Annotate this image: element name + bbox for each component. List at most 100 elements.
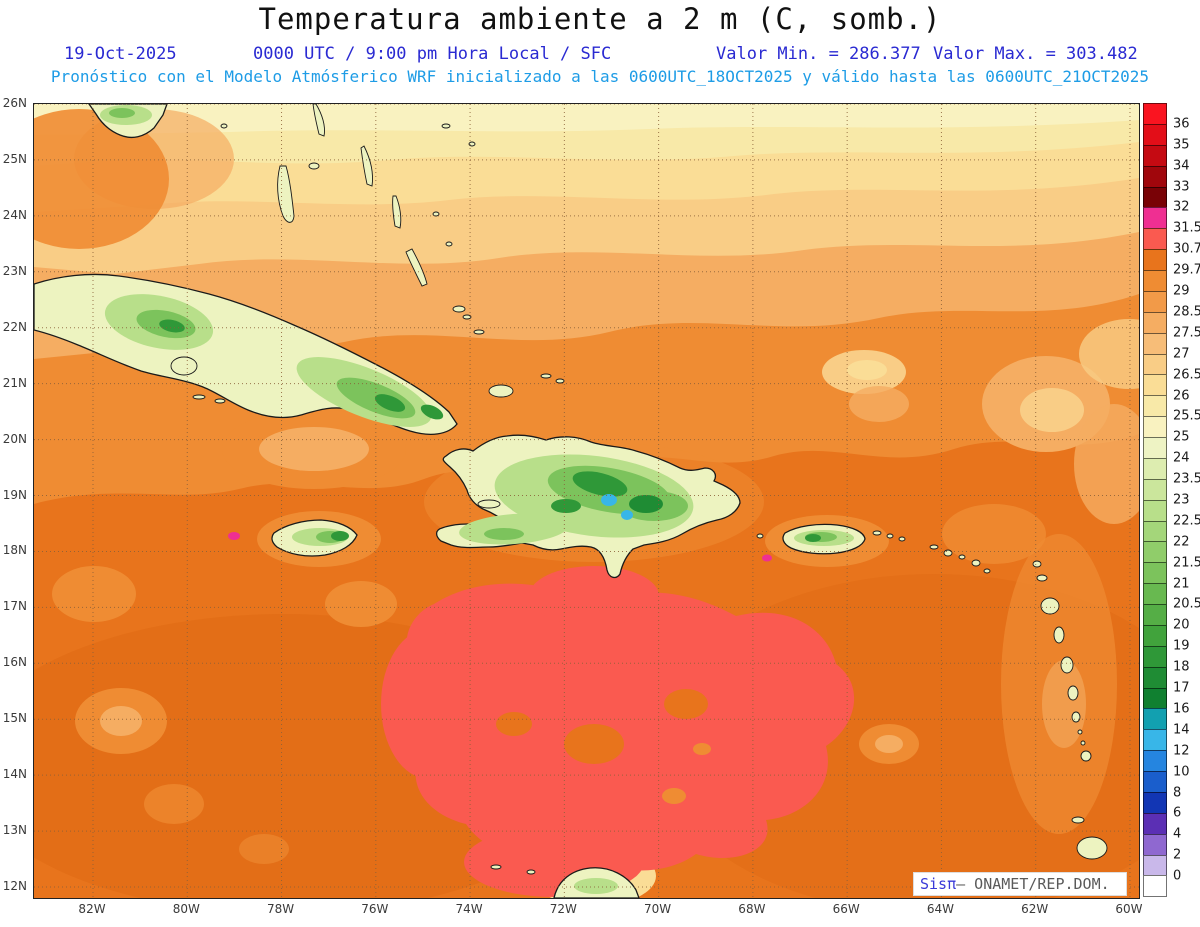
temperature-map-svg [34, 104, 1139, 898]
colorbar-tick-label: 28.5 [1173, 304, 1200, 320]
x-axis-label: 62W [1021, 902, 1049, 916]
y-axis-label: 16N [2, 655, 27, 670]
hispaniola-island [435, 434, 764, 579]
colorbar-cell [1143, 729, 1167, 752]
chart-title: Temperatura ambiente a 2 m (C, somb.) [258, 2, 942, 36]
y-axis-label: 26N [2, 96, 27, 110]
run-date: 19-Oct-2025 [64, 44, 177, 64]
puerto-rico-island [782, 523, 906, 555]
colorbar-cell [1143, 583, 1167, 605]
watermark: Sisπ– ONAMET/REP.DOM. [913, 872, 1127, 896]
colorbar-cell [1143, 520, 1167, 543]
colorbar-tick-label: 31.5 [1173, 220, 1200, 236]
jamaica-island [271, 519, 358, 557]
cuba-island [34, 273, 458, 435]
colorbar-cell [1143, 604, 1167, 626]
colorbar-tick-label: 27.5 [1173, 325, 1200, 341]
colorbar-tick-label: 4 [1173, 826, 1182, 842]
colorbar-tick-label: 29 [1173, 283, 1190, 299]
florida [88, 104, 168, 139]
colorbar-cell [1143, 645, 1167, 668]
colorbar-cell [1143, 708, 1167, 731]
colorbar-cell [1143, 249, 1167, 271]
colorbar-cell [1143, 144, 1167, 167]
colorbar-tick-label: 21.5 [1173, 555, 1200, 571]
colorbar-cell [1143, 416, 1167, 438]
y-axis-label: 24N [2, 207, 27, 222]
colorbar-cell [1143, 437, 1167, 459]
colorbar [1143, 103, 1167, 898]
colorbar-cell [1143, 228, 1167, 251]
forecast-info-line: Pronóstico con el Modelo Atmósferico WRF… [50, 67, 1150, 86]
valid-time: 0000 UTC / 9:00 pm Hora Local / SFC [253, 44, 612, 64]
colorbar-tick-label: 26.5 [1173, 367, 1200, 383]
colorbar-cell [1143, 123, 1167, 146]
colorbar-cell [1143, 353, 1167, 376]
x-axis-label: 72W [549, 902, 577, 916]
x-axis-label: 78W [266, 902, 295, 916]
colorbar-tick-label: 35 [1173, 137, 1190, 153]
colorbar-tick-label: 6 [1173, 805, 1182, 821]
colorbar-tick-label: 10 [1173, 764, 1190, 780]
colorbar-tick-label: 24 [1173, 450, 1190, 466]
colorbar-cell [1143, 750, 1167, 772]
map-plot [33, 103, 1140, 899]
colorbar-tick-label: 25.5 [1173, 408, 1200, 424]
colorbar-tick-label: 29.7 [1173, 262, 1200, 278]
min-value-label: Valor Min. = 286.377 [716, 44, 921, 64]
x-axis-label: 64W [926, 902, 954, 916]
colorbar-cell [1143, 165, 1167, 188]
colorbar-cell [1143, 311, 1167, 334]
x-axis-label: 74W [455, 902, 483, 916]
x-axis-label: 76W [361, 902, 389, 916]
colorbar-cell [1143, 791, 1167, 814]
colorbar-cell [1143, 478, 1167, 501]
x-axis-label: 82W [78, 902, 106, 916]
colorbar-cell [1143, 833, 1167, 856]
x-axis-label: 60W [1115, 902, 1143, 916]
colorbar-tick-label: 0 [1173, 868, 1182, 884]
colorbar-tick-label: 32 [1173, 199, 1190, 215]
colorbar-tick-label: 25 [1173, 429, 1190, 445]
colorbar-cell [1143, 207, 1167, 230]
x-axis-label: 80W [172, 902, 200, 916]
y-axis-label: 17N [2, 599, 27, 614]
y-axis-label: 22N [2, 319, 27, 334]
colorbar-tick-label: 2 [1173, 847, 1182, 863]
y-axis-label: 12N [2, 879, 27, 894]
lesser-antilles-islands [929, 544, 1108, 860]
colorbar-tick-label: 33 [1173, 179, 1190, 195]
y-axis-label: 18N [2, 543, 27, 558]
colorbar-tick-label: 22 [1173, 534, 1190, 550]
x-axis: 82W 80W 78W 76W 74W 72W 70W 68W 66W 64W 62W 60W [33, 899, 1142, 921]
colorbar-tick-label: 21 [1173, 576, 1190, 592]
colorbar-tick-label: 17 [1173, 680, 1190, 696]
x-axis-label: 70W [644, 902, 672, 916]
colorbar-tick-label: 8 [1173, 785, 1182, 801]
y-axis-label: 25N [2, 151, 27, 166]
colorbar-cell [1143, 332, 1167, 355]
colorbar-tick-label: 20.5 [1173, 596, 1200, 612]
colorbar-tick-label: 14 [1173, 722, 1190, 738]
colorbar-tick-label: 26 [1173, 388, 1190, 404]
y-axis-label: 14N [2, 767, 27, 782]
colorbar-cell [1143, 687, 1167, 710]
colorbar-cell [1143, 854, 1167, 877]
colorbar-tick-label: 12 [1173, 743, 1190, 759]
watermark-source: – ONAMET/REP.DOM. [956, 875, 1110, 893]
watermark-brand: Sisπ [920, 875, 957, 893]
colorbar-tick-label: 23.5 [1173, 471, 1200, 487]
colorbar-tick-label: 23 [1173, 492, 1190, 508]
colorbar-tick-label: 18 [1173, 659, 1190, 675]
y-axis: 26N 25N 24N 23N 22N 21N 20N 19N 18N 17N 16N 15N 14N 1… [0, 96, 30, 897]
colorbar-cell [1143, 624, 1167, 647]
colorbar-cell [1143, 270, 1167, 292]
hot-region [381, 566, 855, 897]
colorbar-tick-label: 27 [1173, 346, 1190, 362]
colorbar-cell [1143, 771, 1167, 793]
colorbar-tick-label: 36 [1173, 116, 1190, 132]
colorbar-cell [1143, 103, 1167, 125]
colorbar-cell [1143, 812, 1167, 835]
max-value-label: Valor Max. = 303.482 [933, 44, 1138, 64]
colorbar-cell [1143, 499, 1167, 522]
